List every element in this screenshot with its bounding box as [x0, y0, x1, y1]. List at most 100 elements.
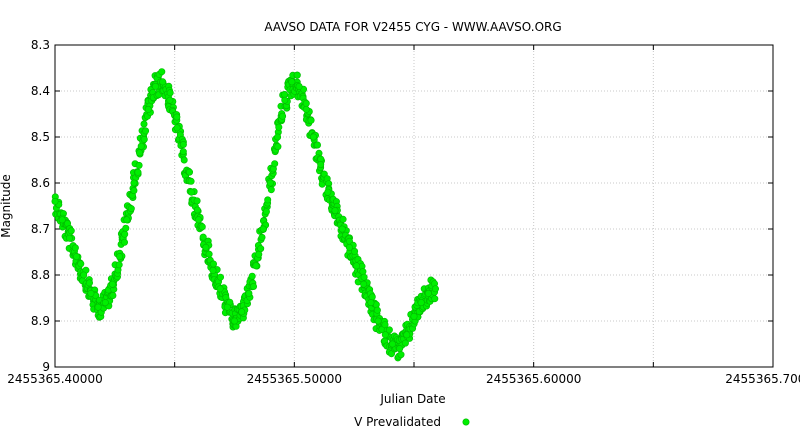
- data-point: [374, 317, 382, 325]
- data-point: [295, 82, 303, 90]
- data-point: [267, 186, 275, 194]
- data-point: [231, 317, 239, 325]
- data-point: [281, 96, 289, 104]
- data-point: [293, 71, 301, 79]
- data-point: [288, 78, 296, 86]
- data-point: [51, 197, 59, 205]
- data-point: [217, 273, 225, 281]
- data-point: [360, 280, 368, 288]
- x-tick-label: 2455365.40000: [7, 372, 102, 386]
- data-point: [80, 271, 88, 279]
- data-point: [193, 197, 201, 205]
- data-point: [279, 112, 287, 120]
- data-point: [302, 105, 310, 113]
- data-point: [431, 285, 439, 293]
- data-point: [248, 272, 256, 280]
- data-point: [313, 141, 321, 149]
- data-point: [397, 351, 405, 359]
- data-point: [158, 68, 166, 76]
- data-point: [134, 168, 142, 176]
- data-point: [193, 206, 201, 214]
- data-point: [245, 289, 253, 297]
- y-tick-label: 8.5: [31, 130, 50, 144]
- data-point: [130, 187, 138, 195]
- data-point: [307, 116, 315, 124]
- data-point: [123, 216, 131, 224]
- x-tick-label: 2455365.50000: [247, 372, 342, 386]
- data-point: [410, 312, 418, 320]
- data-point: [266, 179, 274, 187]
- data-point: [187, 177, 195, 185]
- y-tick-label: 8.3: [31, 38, 50, 52]
- data-point: [73, 253, 81, 261]
- data-point: [309, 133, 317, 141]
- data-point: [186, 168, 194, 176]
- data-point: [238, 308, 246, 316]
- data-point: [195, 216, 203, 224]
- data-point: [373, 306, 381, 314]
- data-point: [94, 303, 102, 311]
- data-point: [396, 345, 404, 353]
- data-point: [135, 161, 143, 169]
- y-tick-label: 8.8: [31, 268, 50, 282]
- data-point: [209, 266, 217, 274]
- data-point: [401, 339, 409, 347]
- data-point: [210, 260, 218, 268]
- data-point: [115, 261, 123, 269]
- data-point: [339, 215, 347, 223]
- x-tick-label: 2455365.70000: [725, 372, 800, 386]
- data-point: [152, 82, 160, 90]
- data-point: [173, 113, 181, 121]
- data-point: [216, 285, 224, 293]
- data-point: [180, 156, 188, 164]
- chart-title: AAVSO DATA FOR V2455 CYG - WWW.AAVSO.ORG: [264, 20, 561, 34]
- data-point: [338, 225, 346, 233]
- data-point: [431, 295, 439, 303]
- data-point: [388, 340, 396, 348]
- data-point: [58, 216, 66, 224]
- data-point: [271, 160, 279, 168]
- data-point: [137, 142, 145, 150]
- data-point: [360, 273, 368, 281]
- data-point: [199, 233, 207, 241]
- y-tick-label: 8.9: [31, 314, 50, 328]
- data-point: [250, 282, 258, 290]
- data-point: [122, 224, 130, 232]
- data-point: [109, 291, 117, 299]
- data-point: [166, 89, 174, 97]
- data-point: [116, 253, 124, 261]
- x-tick-label: 2455365.60000: [486, 372, 581, 386]
- data-point: [359, 268, 367, 276]
- data-point: [136, 149, 144, 157]
- data-point: [173, 124, 181, 132]
- data-point: [187, 188, 195, 196]
- data-point: [262, 208, 270, 216]
- data-point: [101, 299, 109, 307]
- data-points: [51, 68, 439, 362]
- legend-label: V Prevalidated: [354, 415, 441, 429]
- data-point: [130, 179, 138, 187]
- y-tick-label: 8.7: [31, 222, 50, 236]
- x-axis: 2455365.40000 2455365.50000 2455365.60000 2…: [7, 45, 800, 386]
- data-point: [142, 127, 150, 135]
- data-point: [368, 293, 376, 301]
- data-point: [317, 161, 325, 169]
- data-point: [351, 247, 359, 255]
- data-point: [252, 262, 260, 270]
- data-point: [258, 233, 266, 241]
- x-axis-label: Julian Date: [379, 392, 445, 406]
- data-point: [140, 120, 148, 128]
- data-point: [381, 331, 389, 339]
- data-point: [264, 196, 272, 204]
- data-point: [86, 279, 94, 287]
- data-point: [198, 223, 206, 231]
- legend-marker: [462, 418, 470, 426]
- y-tick-label: 9: [42, 360, 50, 374]
- data-point: [259, 225, 267, 233]
- data-point: [144, 105, 152, 113]
- data-point: [127, 205, 135, 213]
- data-point: [140, 135, 148, 143]
- data-point: [367, 299, 375, 307]
- data-point: [353, 262, 361, 270]
